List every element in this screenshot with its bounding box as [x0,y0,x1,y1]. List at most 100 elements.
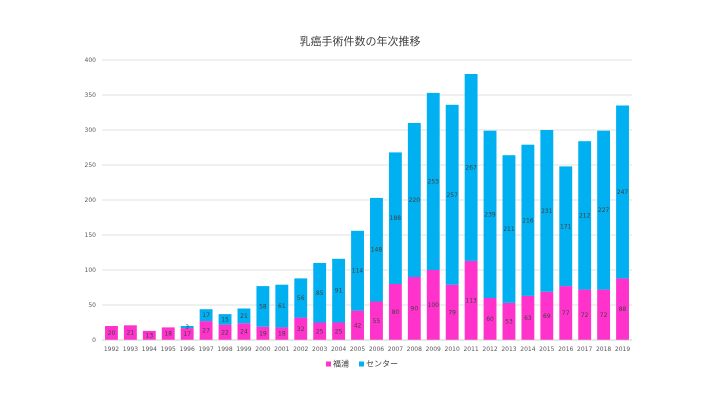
x-axis-ticks: 1992 1993 1994 1995 1996 1997 1998 1999 2000 2001… [104,346,631,353]
data-label: 80 [392,309,400,316]
legend: 福浦 センター [326,359,398,369]
bar-center [407,123,421,277]
data-label: 212 [579,212,591,219]
bar-center [445,104,459,285]
bar-fukuura [161,327,175,340]
bar-fukuura [218,324,232,340]
bar-center [370,197,383,302]
x-tick-label: 2012 [482,346,497,353]
bar-center [426,92,440,271]
bar-fukuura [407,277,421,340]
data-label: 79 [448,309,456,316]
x-tick-label: 2016 [558,346,573,353]
data-label: 257 [446,192,458,199]
x-tick-label: 2017 [577,346,592,353]
bar-fukuura [559,286,573,340]
bar-fukuura [597,289,611,340]
bar-fukuura [540,291,554,340]
gridlines [102,59,632,306]
x-tick-label: 2009 [426,346,441,353]
y-tick-label: 200 [85,197,97,204]
data-label: 61 [278,303,286,310]
bar-fukuura [275,327,289,340]
data-label: 55 [373,318,381,325]
x-tick-label: 2004 [331,346,346,353]
bar-center [559,166,573,287]
data-label: 53 [505,318,513,325]
bar-center [578,141,592,290]
data-label: 60 [486,316,494,323]
bar-center [256,286,270,327]
data-label: 113 [465,297,477,304]
bar-center [199,309,213,322]
legend-label: センター [366,360,398,369]
x-tick-label: 2008 [407,346,422,353]
x-tick-label: 1999 [236,346,251,353]
bar-fukuura [464,260,478,340]
data-label: 231 [541,208,553,215]
bar-fukuura [313,322,327,340]
legend-swatch [359,361,364,367]
x-tick-label: 1992 [104,346,119,353]
data-label: 58 [259,303,267,310]
data-label: 27 [202,328,210,335]
bar-fukuura [483,298,497,340]
data-label: 20 [108,330,116,337]
x-tick-label: 2001 [274,346,289,353]
x-tick-label: 2000 [255,346,270,353]
x-tick-label: 2018 [596,346,611,353]
data-label: 72 [600,312,608,319]
data-label: 72 [581,312,589,319]
data-label: 22 [221,329,229,336]
bar-fukuura [123,325,137,340]
bar-center [597,130,611,290]
data-label: 69 [543,313,551,320]
data-label: 13 [146,332,154,339]
data-label: 24 [240,329,248,336]
bar-center [180,326,194,329]
x-tick-label: 2006 [369,346,384,353]
chart-title: 乳癌手術件数の年次推移 [300,34,421,48]
data-label: 216 [522,217,534,224]
bar-fukuura [199,321,213,340]
data-label: 188 [390,215,402,222]
x-tick-label: 2010 [445,346,460,353]
data-label: 148 [371,247,383,254]
data-label: 227 [598,207,610,214]
x-tick-label: 1998 [217,346,232,353]
data-label: 100 [428,302,440,309]
data-label: 211 [503,226,515,233]
bar-center [332,258,346,323]
data-label: 90 [411,306,419,313]
bar-center [616,105,629,279]
bars [105,74,629,340]
data-label: 15 [221,316,229,323]
data-label: 21 [240,313,248,320]
x-tick-label: 2005 [350,346,365,353]
bar-center [351,230,364,311]
data-label: 63 [524,315,532,322]
x-tick-label: 2007 [388,346,403,353]
data-label: 17 [183,331,191,338]
bar-fukuura [521,295,535,340]
data-label: 21 [127,330,135,337]
bar-fukuura [502,302,516,340]
bar-fukuura [332,322,346,340]
data-label: 85 [316,290,324,297]
bar-center [237,308,251,324]
y-tick-label: 300 [85,127,97,134]
data-label: 32 [297,326,305,333]
x-tick-label: 2003 [312,346,327,353]
data-label: 247 [617,189,629,196]
legend-swatch [326,361,331,367]
data-label: 3 [185,324,189,331]
bar-center [218,314,232,325]
bar-fukuura [142,330,156,340]
bar-fukuura [351,310,364,340]
data-label: 18 [164,331,172,338]
bar-fukuura [426,270,440,340]
data-label: 19 [259,330,267,337]
data-label: 220 [409,197,421,204]
